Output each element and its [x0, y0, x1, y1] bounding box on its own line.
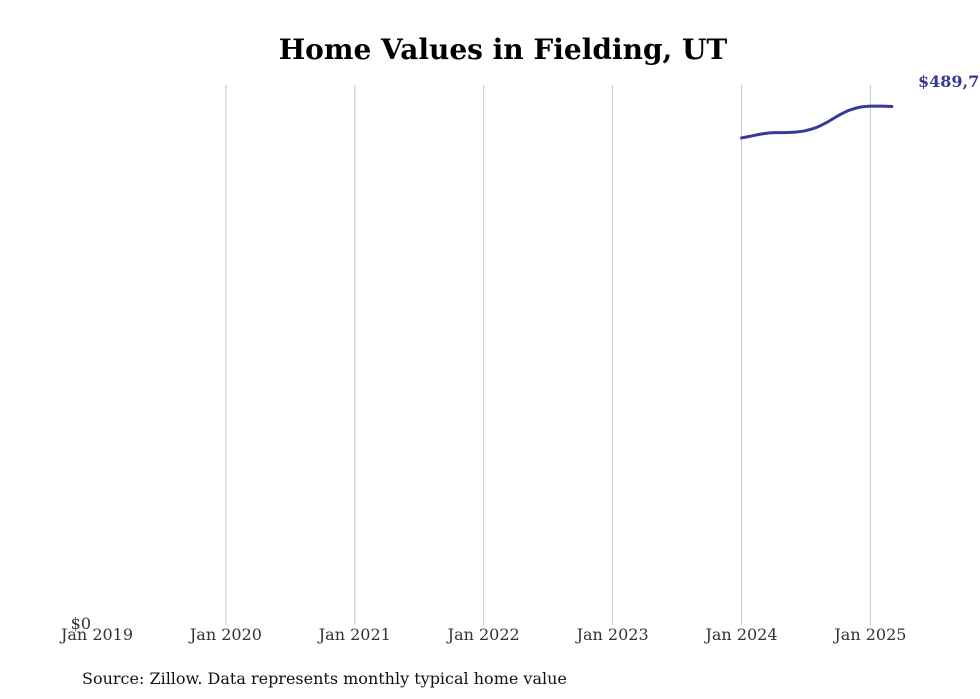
x-tick-label: Jan 2019	[59, 625, 133, 644]
x-axis-ticks: Jan 2019 Jan 2020 Jan 2021 Jan 2022 Jan 2023…	[59, 625, 906, 644]
series-line	[740, 104, 894, 140]
x-tick-label: Jan 2023	[575, 625, 649, 644]
x-tick-label: Jan 2022	[446, 625, 520, 644]
grid-lines	[225, 85, 871, 625]
y-tick-label-zero: $0	[71, 614, 91, 633]
x-tick-label: Jan 2020	[188, 625, 262, 644]
x-tick-label: Jan 2024	[703, 625, 777, 644]
series-group	[740, 104, 894, 140]
chart-title: Home Values in Fielding, UT	[279, 33, 728, 66]
source-note: Source: Zillow. Data represents monthly …	[82, 669, 567, 688]
end-value-label: $489,7	[918, 72, 979, 91]
x-tick-label: Jan 2025	[832, 625, 906, 644]
x-tick-label: Jan 2021	[317, 625, 391, 644]
